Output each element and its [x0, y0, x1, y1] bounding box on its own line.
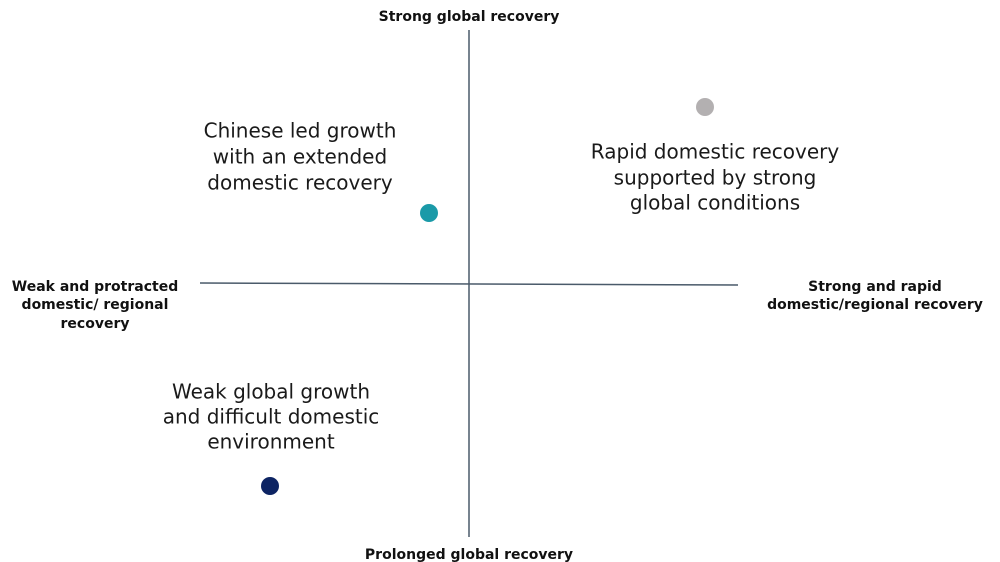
scenario-dot	[261, 477, 279, 495]
right-axis-label: domestic/regional recovery	[767, 297, 983, 313]
scenario-dot	[420, 204, 438, 222]
scenario-text: Weak global growth	[172, 380, 370, 404]
scenario-text: and difficult domestic	[163, 405, 380, 429]
right-axis-label: Strong and rapid	[808, 279, 942, 295]
left-axis-label: domestic/ regional	[22, 297, 169, 313]
top-axis-label: Strong global recovery	[379, 9, 560, 25]
scenario-text: with an extended	[213, 145, 387, 169]
left-axis-label: Weak and protracted	[12, 279, 178, 295]
scenario-text: environment	[207, 430, 335, 454]
scenario-text: Chinese led growth	[204, 119, 397, 143]
scenario-dot	[696, 98, 714, 116]
horizontal-axis	[199, 282, 739, 286]
scenario-text: supported by strong	[614, 166, 817, 190]
scenario-text: domestic recovery	[207, 171, 393, 195]
scenario-text: global conditions	[630, 191, 800, 215]
bottom-axis-label: Prolonged global recovery	[365, 547, 573, 562]
left-axis-label: recovery	[61, 316, 130, 332]
scenario-text: Rapid domestic recovery	[591, 140, 840, 164]
